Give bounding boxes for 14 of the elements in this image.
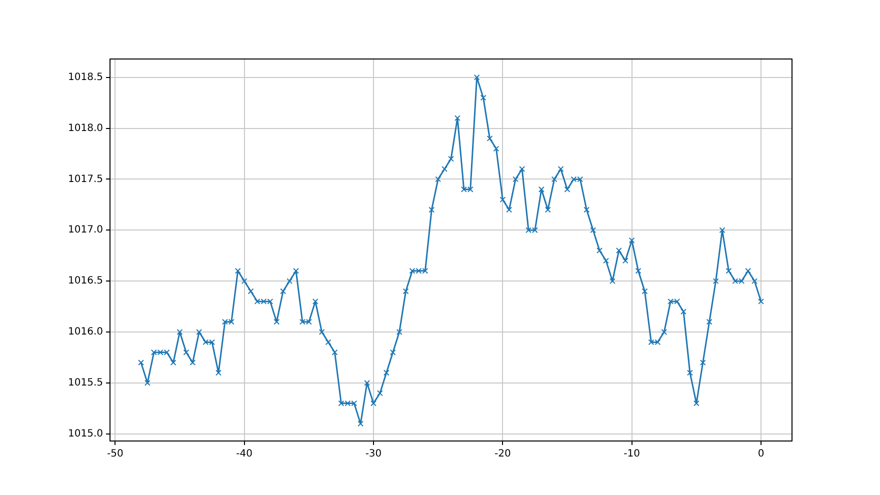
y-tick-label: 1016.0 (68, 326, 103, 338)
y-tick-label: 1015.0 (68, 428, 103, 440)
y-tick-label: 1018.5 (68, 72, 103, 83)
x-tick-label: -20 (494, 448, 511, 460)
x-tick-label: -50 (106, 448, 124, 460)
y-tick-label: 1016.5 (68, 276, 103, 287)
y-tick-label: 1018.0 (68, 122, 103, 134)
x-tick-label: -10 (624, 448, 640, 460)
x-tick-label: -40 (236, 448, 253, 460)
y-tick-label: 1017.0 (68, 224, 103, 236)
x-tick-label: 0 (758, 448, 764, 460)
x-tick-label: -30 (365, 448, 382, 460)
y-tick-label: 1017.5 (68, 174, 103, 185)
y-tick-label: 1015.5 (68, 378, 103, 389)
